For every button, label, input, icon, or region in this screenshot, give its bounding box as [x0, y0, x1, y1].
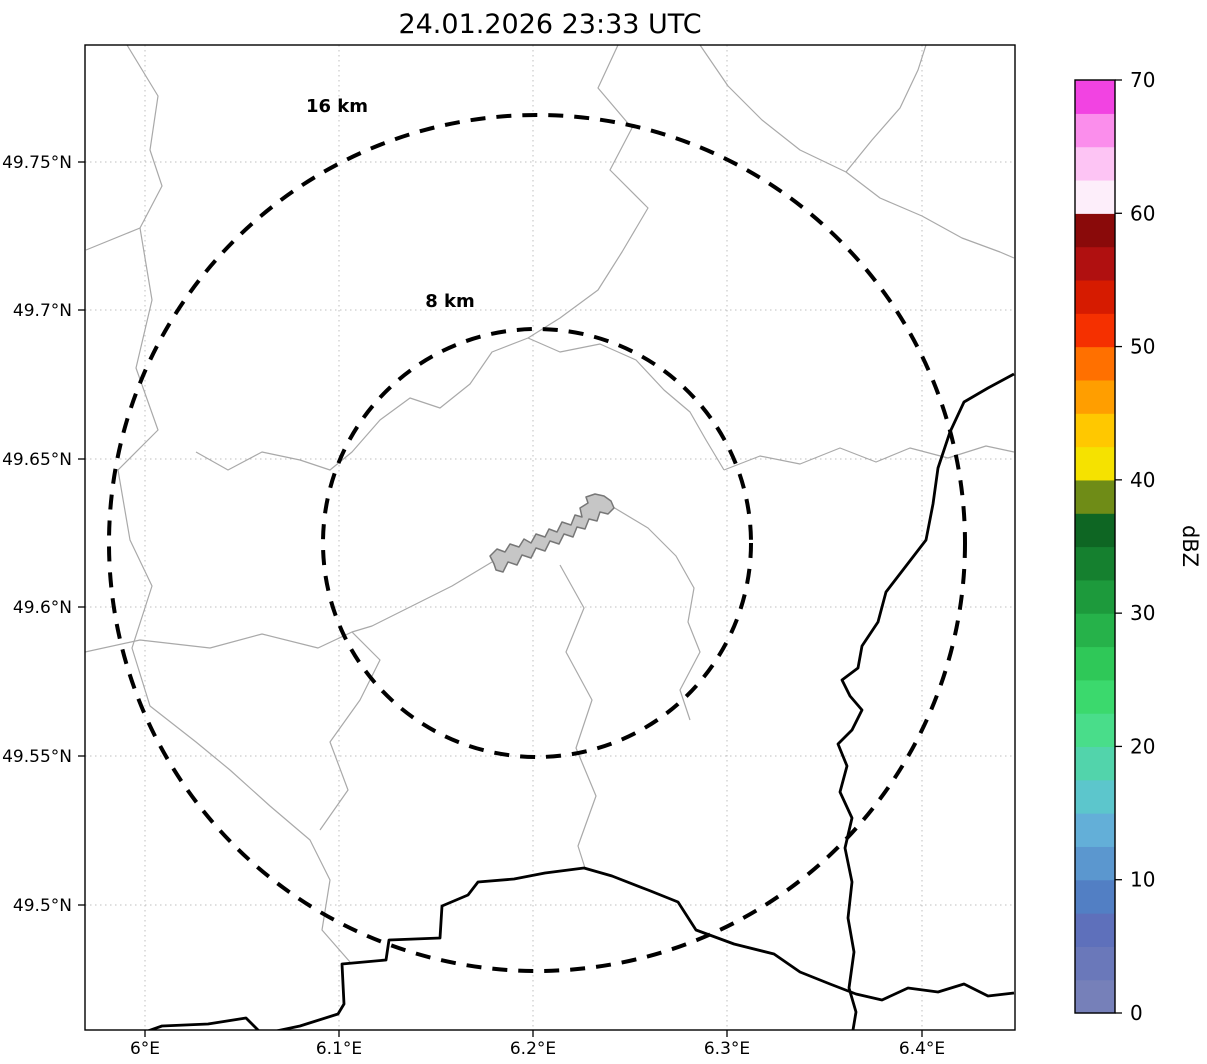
colorbar-cell [1075, 913, 1115, 947]
river-border-east [836, 372, 1015, 1030]
range-ring-8km-label: 8 km [425, 291, 475, 312]
y-axis-tick-label: 49.7°N [13, 301, 72, 321]
colorbar-cell [1075, 613, 1115, 648]
colorbar-cell [1075, 179, 1115, 214]
country-border-lines [146, 372, 1015, 1030]
colorbar-cell [1075, 346, 1115, 381]
city-boundary-shape [489, 493, 615, 573]
colorbar-cell [1075, 379, 1115, 414]
colorbar-cell [1075, 479, 1115, 514]
colorbar-cell [1075, 279, 1115, 314]
range-ring-16km [107, 113, 967, 973]
colorbar-cell [1075, 646, 1115, 681]
y-axis-tick-label: 49.65°N [2, 450, 72, 470]
colorbar-cell [1075, 579, 1115, 614]
x-axis-tick-label: 6.1°E [316, 1039, 362, 1059]
colorbar-cell [1075, 246, 1115, 281]
colorbar-frame [1074, 79, 1116, 1014]
y-axis-tick-label: 49.75°N [2, 153, 72, 173]
colorbar-tick-label: 40 [1130, 468, 1155, 492]
colorbar-cell [1075, 546, 1115, 581]
graticule-gridlines [85, 45, 1015, 1030]
colorbar-cell [1075, 779, 1115, 814]
figure-title: 24.01.2026 23:33 UTC [398, 9, 701, 40]
colorbar-tick-label: 20 [1130, 734, 1155, 758]
colorbar-cell [1075, 213, 1115, 248]
colorbar-cell [1075, 413, 1115, 448]
colorbar-cell [1075, 746, 1115, 781]
y-axis-tick-label: 49.5°N [13, 896, 72, 916]
colorbar-cell [1075, 446, 1115, 481]
x-axis-tick-label: 6.3°E [704, 1039, 750, 1059]
colorbar-cell [1075, 679, 1115, 714]
axes-frame [84, 44, 1016, 1031]
colorbar-tick-label: 50 [1130, 335, 1155, 359]
x-axis-tick-label: 6.4°E [899, 1039, 945, 1059]
admin-boundary-lines [85, 45, 1015, 963]
y-axis-tick-label: 49.6°N [13, 598, 72, 618]
colorbar-cell [1075, 80, 1115, 114]
colorbar-tick-label: 0 [1130, 1001, 1143, 1025]
colorbar-tick-label: 10 [1130, 868, 1155, 892]
y-axis-tick-label: 49.55°N [2, 747, 72, 767]
colorbar-axis-label: dBZ [1178, 525, 1202, 567]
colorbar-tick-label: 60 [1130, 201, 1155, 225]
x-axis-tick-label: 6°E [130, 1039, 160, 1059]
colorbar-cell [1075, 313, 1115, 348]
colorbar-cell [1075, 513, 1115, 548]
border-south [146, 866, 1015, 1030]
colorbar-cell [1075, 146, 1115, 181]
range-ring-8km [321, 327, 753, 759]
colorbar-cell [1075, 879, 1115, 914]
colorbar-cell [1075, 713, 1115, 748]
colorbar-segments [1075, 80, 1115, 1014]
colorbar-tick-label: 30 [1130, 601, 1155, 625]
colorbar-cell [1075, 113, 1115, 148]
x-axis-tick-label: 6.2°E [510, 1039, 556, 1059]
colorbar-cell [1075, 846, 1115, 881]
colorbar-tick-label: 70 [1130, 68, 1155, 92]
colorbar-cell [1075, 813, 1115, 847]
colorbar-cell [1075, 979, 1115, 1014]
colorbar-cell [1075, 946, 1115, 981]
range-ring-16km-label: 16 km [306, 96, 368, 117]
